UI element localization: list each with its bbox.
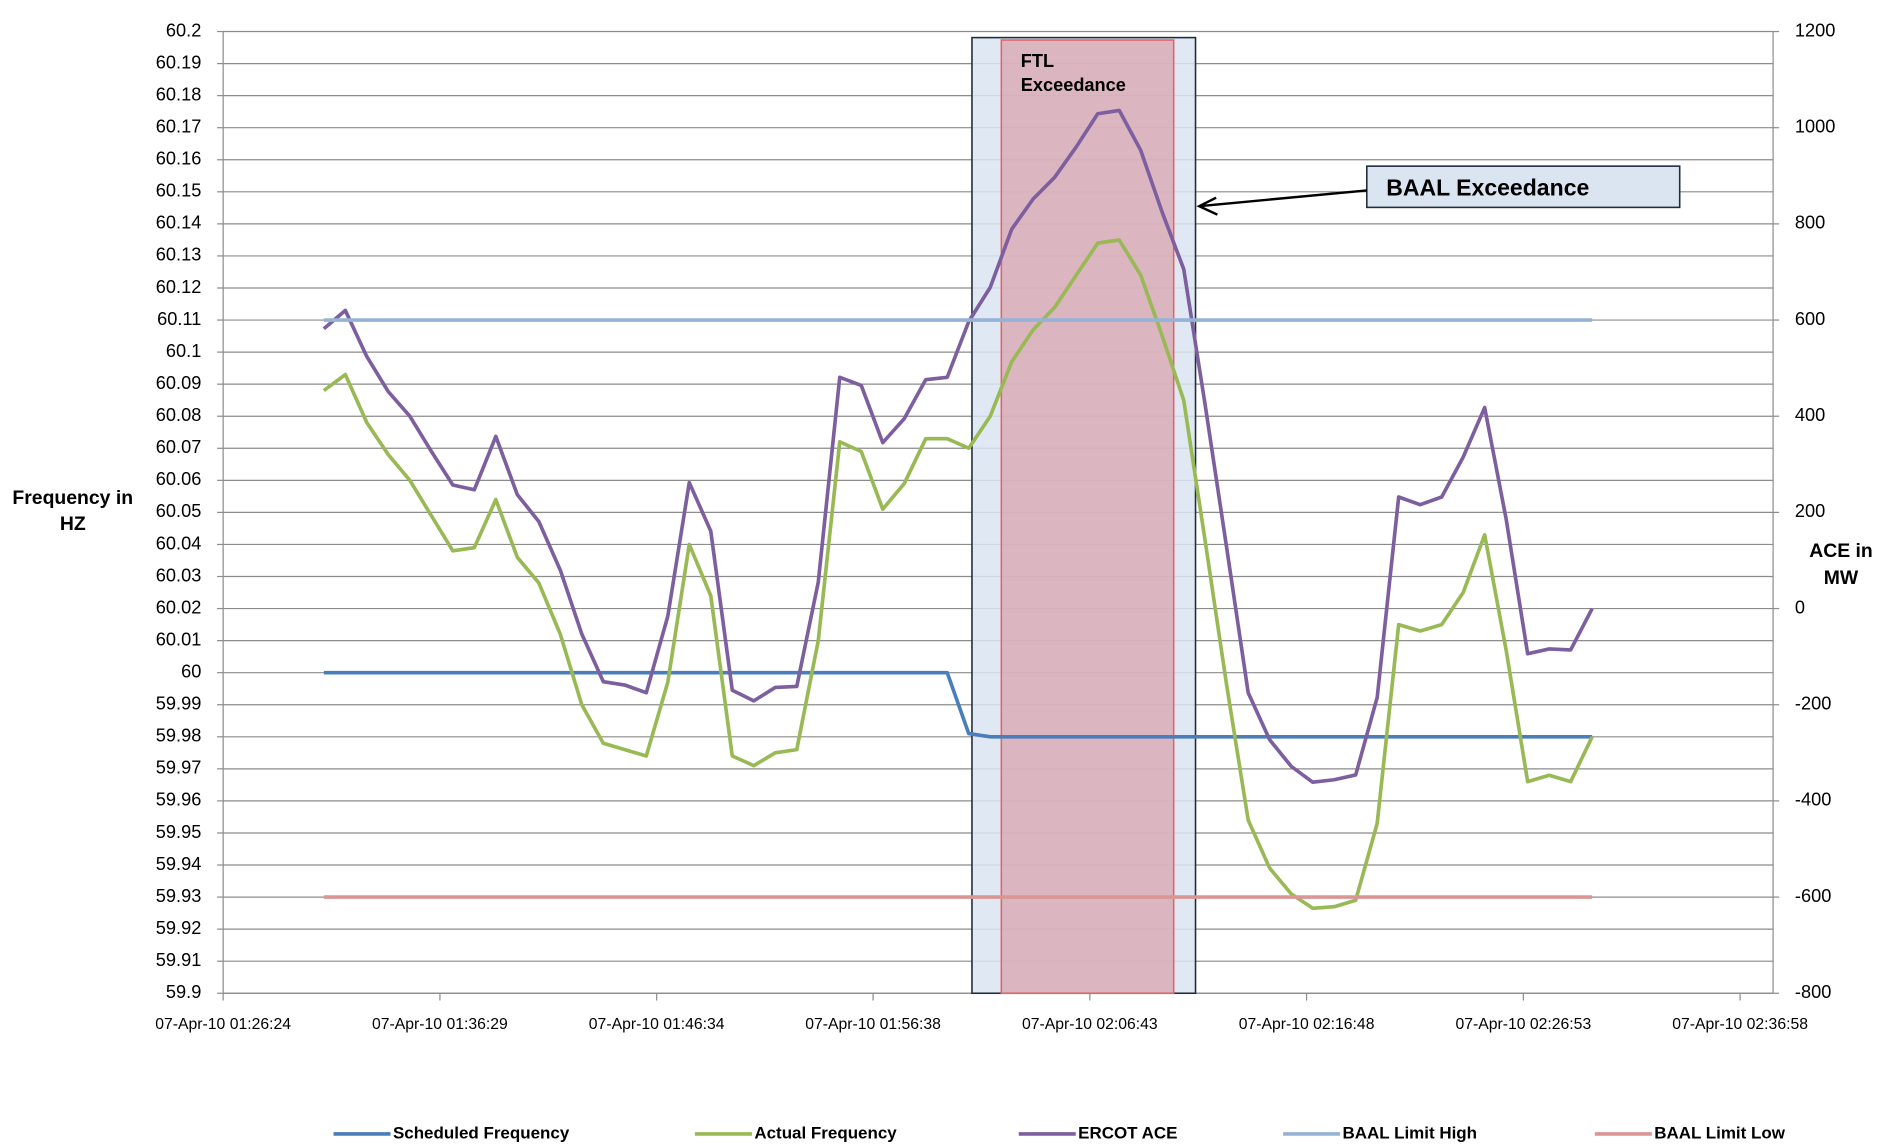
y-axis-label: Frequency in HZ — [12, 487, 134, 536]
y-tick-label: 60.03 — [156, 565, 202, 585]
x-tick-label: 07-Apr-10 01:26:24 — [155, 1016, 291, 1033]
y-tick-label: 60.05 — [156, 501, 202, 521]
y-tick-label: 60.08 — [156, 405, 202, 425]
y-tick-label: 59.97 — [156, 758, 202, 778]
series-line — [322, 108, 1594, 784]
y-tick-label: 59.99 — [156, 694, 202, 714]
y2-tick-label: 600 — [1795, 309, 1825, 329]
y2-tick-label: -800 — [1795, 982, 1831, 1002]
callout-box — [1366, 165, 1681, 209]
y-tick-label: 60.2 — [166, 20, 201, 40]
y2-tick-label: 800 — [1795, 213, 1825, 233]
callout-label: BAAL Exceedance — [1386, 174, 1589, 200]
y-tick-label: 60.11 — [157, 309, 201, 329]
y-tick-label: 60.06 — [156, 469, 202, 489]
y-tick-label: 60.12 — [156, 277, 202, 297]
y-tick-label: 60 — [181, 661, 201, 681]
legend-label: BAAL Limit High — [1343, 1123, 1477, 1142]
region-label: FTL Exceedance — [1020, 50, 1126, 96]
y-tick-label: 59.93 — [156, 886, 202, 906]
x-tick-label: 07-Apr-10 01:56:38 — [805, 1016, 941, 1033]
exceedance-region — [1000, 39, 1175, 995]
y2-tick-label: 1000 — [1795, 117, 1835, 137]
y-tick-label: 59.91 — [156, 950, 202, 970]
y2-tick-label: -200 — [1795, 694, 1831, 714]
y-tick-label: 60.15 — [156, 181, 202, 201]
x-tick-label: 07-Apr-10 02:06:43 — [1022, 1016, 1158, 1033]
legend-label: Scheduled Frequency — [393, 1123, 570, 1142]
y-tick-label: 59.92 — [156, 918, 202, 938]
x-tick-label: 07-Apr-10 01:46:34 — [589, 1016, 725, 1033]
legend-label: ERCOT ACE — [1078, 1123, 1177, 1142]
x-tick-label: 07-Apr-10 02:16:48 — [1239, 1016, 1375, 1033]
y2-tick-label: 200 — [1795, 501, 1825, 521]
series-line — [323, 670, 1593, 739]
y2-tick-label: 0 — [1795, 597, 1805, 617]
y-tick-label: 60.1 — [166, 341, 201, 361]
y2-tick-label: 1200 — [1795, 20, 1835, 40]
y-tick-label: 60.02 — [156, 597, 202, 617]
y-tick-label: 60.19 — [156, 52, 202, 72]
x-tick-label: 07-Apr-10 02:26:53 — [1455, 1016, 1591, 1033]
y-tick-label: 60.16 — [156, 149, 202, 169]
legend-label: BAAL Limit Low — [1654, 1123, 1786, 1142]
x-tick-label: 07-Apr-10 02:36:58 — [1672, 1016, 1808, 1033]
y2-tick-label: 400 — [1795, 405, 1825, 425]
y2-tick-label: -400 — [1795, 790, 1831, 810]
callout-arrow — [1199, 189, 1367, 208]
legend-label: Actual Frequency — [754, 1123, 897, 1142]
y-tick-label: 60.18 — [156, 84, 202, 104]
y-tick-label: 60.07 — [156, 437, 202, 457]
y2-axis-label: ACE in MW — [1809, 540, 1873, 589]
y-tick-label: 60.17 — [156, 117, 202, 137]
y-tick-label: 59.96 — [156, 790, 202, 810]
callout-arrowhead — [1196, 196, 1218, 216]
y-tick-label: 59.95 — [156, 822, 202, 842]
y-tick-label: 60.04 — [156, 533, 202, 553]
y-tick-label: 60.13 — [156, 245, 202, 265]
y-tick-label: 60.01 — [156, 629, 202, 649]
y-tick-label: 60.14 — [156, 213, 202, 233]
y-tick-label: 59.9 — [166, 982, 201, 1002]
y-tick-label: 60.09 — [156, 373, 202, 393]
y2-tick-label: -600 — [1795, 886, 1831, 906]
y-tick-label: 59.94 — [156, 854, 202, 874]
series-line — [322, 238, 1594, 911]
x-tick-label: 07-Apr-10 01:36:29 — [372, 1016, 508, 1033]
y-tick-label: 59.98 — [156, 726, 202, 746]
